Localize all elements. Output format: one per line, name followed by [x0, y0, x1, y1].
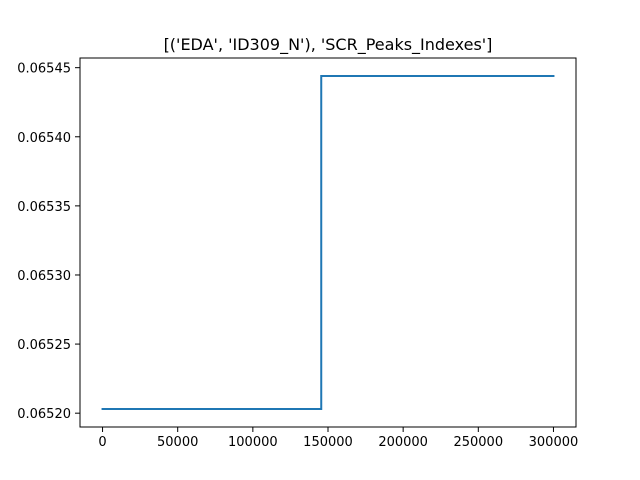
y-tick-label: 0.06545	[17, 62, 71, 77]
y-tick-label: 0.06540	[17, 131, 71, 146]
x-tick-label: 250000	[453, 435, 503, 450]
plot-area	[101, 74, 555, 411]
y-axis: 0.06520 0.06525 0.06530 0.06535 0.06540 0.065…	[17, 62, 80, 422]
x-tick-label: 200000	[378, 435, 428, 450]
chart-title: [('EDA', 'ID309_N'), 'SCR_Peaks_Indexes'…	[164, 35, 493, 55]
axes-frame	[79, 57, 577, 428]
series-line	[101, 74, 555, 411]
y-tick-label: 0.06530	[17, 269, 71, 284]
x-tick-label: 0	[98, 435, 106, 450]
y-tick-label: 0.06520	[17, 407, 71, 422]
x-tick-label: 100000	[228, 435, 278, 450]
y-tick-label: 0.06525	[17, 338, 71, 353]
x-axis: 0 50000 100000 150000 200000 250000 300000	[98, 427, 578, 450]
x-tick-label: 150000	[303, 435, 353, 450]
x-tick-label: 50000	[157, 435, 198, 450]
x-tick-label: 300000	[529, 435, 579, 450]
y-tick-label: 0.06535	[17, 200, 71, 215]
